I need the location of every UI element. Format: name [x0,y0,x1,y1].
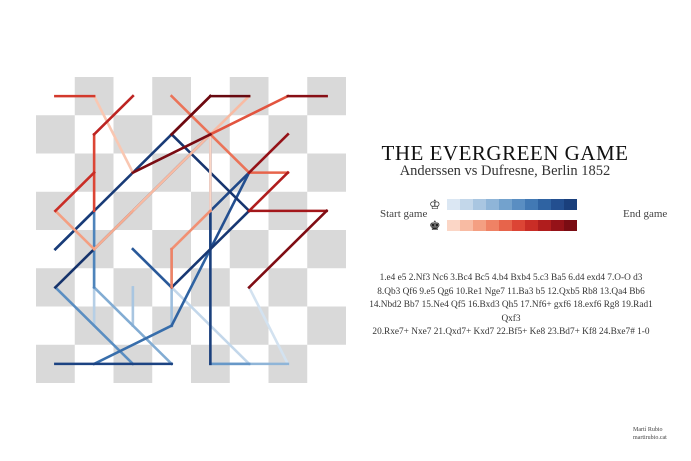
legend-end-label: End game [623,208,668,220]
ramp-swatch [551,199,564,210]
black-move-path [247,209,329,290]
board-square [36,306,76,346]
ramp-swatch [447,199,460,210]
ramp-swatch [512,220,525,231]
black-move-path [208,94,290,137]
white-move-path [169,209,251,290]
board-square [36,115,76,154]
ramp-swatch [564,199,577,210]
ramp-swatch [460,220,473,231]
move-list: 1.e4 e5 2.Nf3 Nc6 3.Bc4 Bc5 4.b4 Bxb4 5.… [366,272,656,340]
black-move-path [169,209,213,251]
move-line: 1.e4 e5 2.Nf3 Nc6 3.Bc4 Bc5 4.b4 Bxb4 5.… [379,273,643,283]
black-move-path [92,94,135,137]
white-move-path [92,323,174,366]
black-move-path [131,132,213,175]
ramp-swatch [499,199,512,210]
white-move-path [208,170,251,251]
board-square [268,268,308,307]
white-king-icon: ♔ [429,197,441,212]
ramp-swatch [473,199,486,210]
move-line: 14.Nbd2 Bb7 15.Ne4 Qf5 16.Bxd3 Qh5 17.Nf… [369,300,653,324]
ramp-swatch [460,199,473,210]
move-line: 8.Qb3 Qf6 9.e5 Qg6 10.Re1 Nge7 11.Ba3 b5… [377,286,645,297]
white-move-path [247,285,290,366]
credit-name: Martí Rubio [633,427,663,433]
ramp-swatch [499,220,512,231]
ramp-swatch [525,199,538,210]
credit-url: martirubio.cat [633,435,667,441]
chessboard [36,77,346,383]
legend-start-label: Start game [380,208,428,220]
black-move-path [131,94,251,213]
ramp-swatch [512,199,525,210]
black-move-path [92,209,135,251]
board-square [307,344,346,383]
black-move-path [53,170,96,213]
black-move-path [247,132,290,175]
board-square [307,115,346,154]
board-square [152,191,192,231]
board-square [307,230,346,269]
white-move-path [92,285,174,366]
board-square [307,268,346,307]
ramp-swatch [525,220,538,231]
page-title: THE EVERGREEN GAME [381,141,629,165]
ramp-swatch [473,220,486,231]
ramp-swatch [551,220,564,231]
black-move-path [92,94,135,175]
ramp-swatch [447,220,460,231]
ramp-swatch [486,199,499,210]
move-line: 20.Rxe7+ Nxe7 21.Qxd7+ Kxd7 22.Bf5+ Ke8 … [372,327,650,338]
black-color-ramp [447,220,577,231]
page-subtitle: Anderssen vs Dufresne, Berlin 1852 [399,163,611,179]
ramp-swatch [486,220,499,231]
black-move-path [247,170,290,213]
board-square [229,230,269,269]
board-square [307,153,346,193]
white-move-path [169,247,213,328]
white-move-path [131,247,174,290]
ramp-swatch [564,220,577,231]
board-square [307,306,346,346]
ramp-swatch [538,199,551,210]
board-svg [36,77,346,383]
white-color-ramp [447,199,577,210]
board-square [36,153,76,193]
black-move-path [53,209,96,251]
black-move-path [169,94,213,137]
ramp-swatch [538,220,551,231]
black-king-icon: ♚ [429,218,441,233]
